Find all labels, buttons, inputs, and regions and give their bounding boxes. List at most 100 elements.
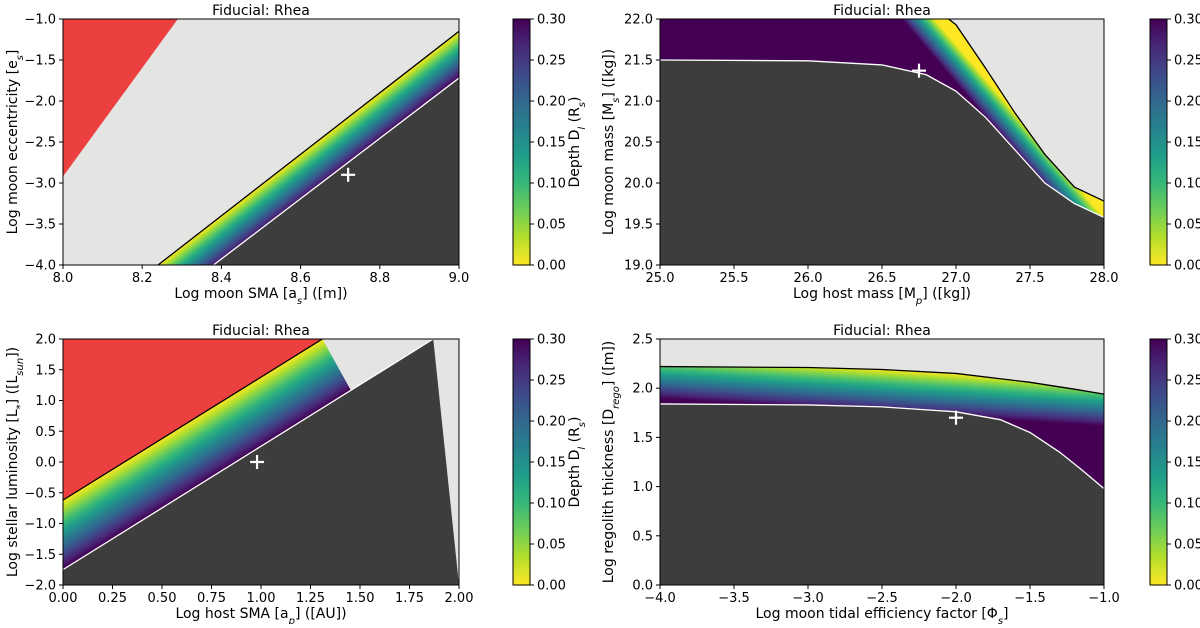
x-tick-label: 1.25 [296,591,325,606]
colorbar-tick-label: 0.20 [537,415,566,430]
x-tick-label: −2.0 [940,591,972,606]
colorbar-gradient [512,18,531,266]
colorbar-tick-label: 0.05 [537,538,566,553]
x-tick-label: −1.5 [1014,591,1046,606]
x-tick-label: 8.6 [290,271,311,286]
colorbar-tick-label: 0.10 [537,177,566,192]
x-tick-label: 8.8 [369,271,390,286]
plot-area [660,339,1104,585]
x-tick-label: 8.0 [53,271,74,286]
x-tick-label: 25.0 [646,271,675,286]
x-tick-label: 1.00 [247,591,276,606]
x-tick-label: 8.2 [132,271,153,286]
x-tick-label: 28.0 [1090,271,1119,286]
y-tick-label: −0.5 [24,486,56,501]
colorbar-tick-label: 0.20 [537,95,566,110]
x-tick-label: 0.25 [98,591,127,606]
x-tick-label: 1.75 [395,591,424,606]
colorbar-tick-label: 0.25 [537,374,566,389]
x-tick-label: 26.0 [794,271,823,286]
plot-area [63,19,459,265]
y-tick-label: −1.0 [24,517,56,532]
y-tick-label: 1.5 [35,363,56,378]
y-axis-label: Log regolith thickness [Drego] ([m]) [601,341,622,584]
y-tick-label: −1.0 [24,13,56,28]
y-tick-label: 1.0 [632,480,653,495]
colorbar-tick-label: 0.15 [537,136,566,151]
chart-panel-3: 0.00 0.25 0.50 0.75 1.00 1.25 1.50 1.75 2.00 −2.0… [5,323,588,627]
y-tick-label: 0.0 [35,456,56,471]
colorbar-tick-label: 0.20 [1174,415,1200,430]
fiducial-marker [341,167,356,182]
colorbar-tick-label: 0.30 [1174,333,1200,348]
y-tick-label: −2.0 [24,579,56,594]
chart-panel-2: 25.0 25.5 26.0 26.5 27.0 27.5 28.0 19.0 19.5 20.0… [601,3,1200,307]
x-axis-label: Log moon tidal efficiency factor [Φs] [755,606,1008,624]
x-tick-label: 8.4 [211,271,232,286]
y-tick-label: 20.5 [624,136,653,151]
y-tick-label: 19.0 [624,259,653,274]
y-tick-label: 1.0 [35,394,56,409]
colorbar-tick-label: 0.05 [1174,538,1200,553]
upper-boundary-line [63,339,323,501]
colorbar-gradient [1149,18,1168,266]
colorbar-tick-label: 0.25 [537,54,566,69]
colorbar-label: Depth Dl (Rs) [567,417,588,508]
x-tick-label: 0.50 [148,591,177,606]
colorbar-tick-label: 0.15 [1174,456,1200,471]
colorbar-tick-label: 0.30 [537,333,566,348]
colorbar-tick-label: 0.25 [1174,54,1200,69]
y-tick-label: 2.0 [35,333,56,348]
x-axis-label: Log moon SMA [as] ([m]) [174,286,347,307]
lower-boundary-line [213,77,459,265]
chart-title: Fiducial: Rhea [212,323,310,339]
x-tick-label: −3.0 [792,591,824,606]
colorbar-tick-label: 0.05 [537,218,566,233]
colorbar-tick-label: 0.25 [1174,374,1200,389]
lower-boundary-line [660,403,1104,490]
fiducial-marker [250,455,265,469]
colorbar-tick-label: 0.20 [1174,95,1200,110]
plot-area [63,339,459,585]
colorbar-tick-label: 0.30 [537,13,566,28]
colorbar-gradient [1149,338,1168,586]
y-tick-label: −4.0 [24,259,56,274]
upper-boundary-line [660,365,1104,395]
dark-region [660,60,1104,265]
y-tick-label: 21.5 [624,54,653,69]
y-tick-label: 2.5 [632,333,653,348]
chart-panel-4: −4.0 −3.5 −3.0 −2.5 −2.0 −1.5 −1.0 0.0 0.5 1.0 1.5… [601,323,1200,627]
x-tick-label: 27.0 [942,271,971,286]
y-axis-label: Log moon mass [Ms] ([kg]) [601,49,622,235]
x-tick-label: 9.0 [449,271,470,286]
x-tick-label: 0.00 [49,591,78,606]
dark-region [660,403,1104,585]
x-tick-label: −1.0 [1088,591,1120,606]
x-tick-label: 26.5 [868,271,897,286]
y-tick-label: −3.0 [24,177,56,192]
x-tick-label: 0.75 [197,591,226,606]
chart-title: Fiducial: Rhea [833,3,931,19]
x-axis-label: Log host mass [Mp] ([kg]) [793,286,971,307]
y-axis-label: Log moon eccentricity [es] [5,50,26,235]
colorbar-gradient [512,338,531,586]
y-tick-label: −3.5 [24,218,56,233]
x-tick-label: 2.00 [445,591,474,606]
fiducial-marker [949,410,963,425]
chart-panel-1: 8.0 8.2 8.4 8.6 8.8 9.0 −4.0 −3.5 −3.0 −2.5 −2.0 −1… [5,3,588,307]
upper-boundary-line [157,30,459,265]
colorbar-tick-label: 0.00 [1174,259,1200,274]
y-axis-label: Log stellar luminosity [L*] ([Lsun]) [5,347,26,577]
colorbar-tick-label: 0.00 [1174,579,1200,594]
dark-region [63,78,459,265]
x-tick-label: −4.0 [644,591,676,606]
colorbar-tick-label: 0.15 [1174,136,1200,151]
colorbar-tick-label: 0.10 [1174,497,1200,512]
x-tick-label: −2.5 [866,591,898,606]
colorbar-tick-label: 0.10 [537,497,566,512]
